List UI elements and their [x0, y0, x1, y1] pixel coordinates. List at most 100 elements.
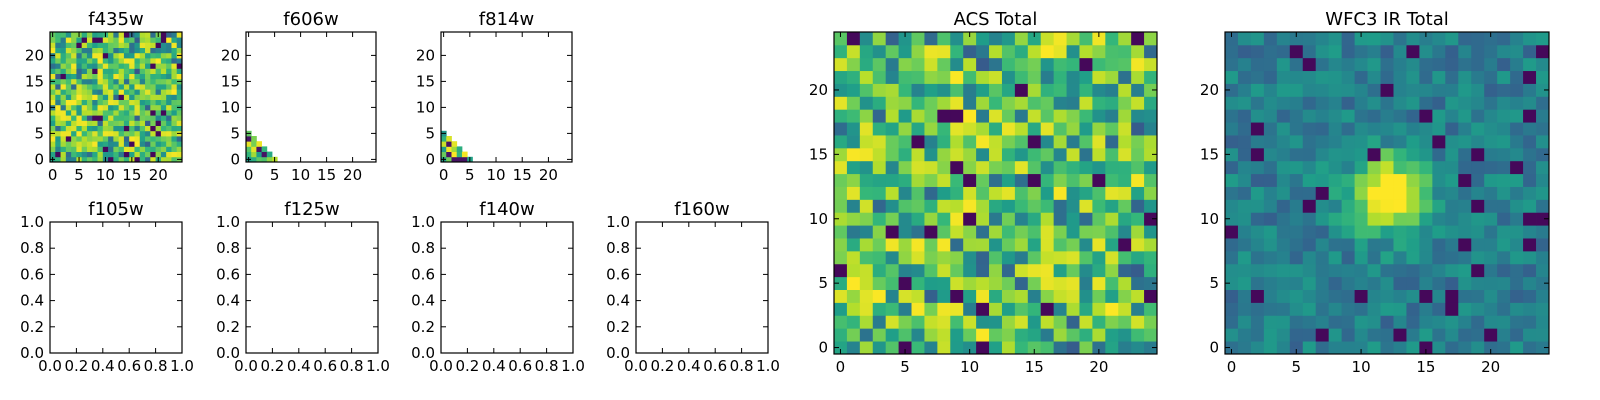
heatmap-cell: [50, 151, 56, 158]
heatmap-cell: [1523, 173, 1537, 187]
heatmap-cell: [885, 289, 899, 303]
heatmap-cell: [166, 130, 172, 137]
heatmap-cell: [1079, 135, 1093, 149]
heatmap-cell: [1471, 147, 1485, 162]
heatmap-cell: [129, 42, 135, 48]
heatmap-cell: [150, 84, 156, 90]
heatmap-cell: [1458, 122, 1472, 136]
heatmap-cell: [872, 96, 887, 110]
heatmap-cell: [1250, 302, 1265, 316]
heatmap-cell: [885, 238, 899, 252]
heatmap-cell: [1302, 122, 1317, 136]
heatmap-cell: [81, 58, 88, 64]
heatmap-cell: [937, 122, 951, 136]
heatmap-cell: [1250, 44, 1265, 59]
heatmap-cell: [1458, 173, 1472, 187]
heatmap-cell: [1367, 57, 1381, 72]
heatmap-cell: [76, 125, 83, 132]
heatmap-cell: [1523, 147, 1537, 162]
heatmap-cell: [1510, 109, 1524, 123]
heatmap-cell: [963, 44, 977, 59]
heatmap-cell: [924, 212, 938, 226]
heatmap-cell: [911, 225, 925, 239]
heatmap-cell: [256, 151, 262, 158]
heatmap-cell: [155, 104, 162, 111]
heatmap-cell: [81, 84, 88, 90]
y-tick-label: 0: [425, 150, 435, 168]
heatmap-cell: [65, 146, 72, 152]
heatmap-cell: [1276, 160, 1291, 175]
heatmap-cell: [1471, 289, 1485, 303]
heatmap-cell: [1105, 122, 1119, 136]
heatmap-cell: [50, 84, 56, 90]
heatmap-cell: [123, 52, 130, 59]
heatmap-cell: [950, 135, 964, 149]
heatmap-cell: [1302, 199, 1317, 213]
heatmap-cell: [1250, 57, 1265, 72]
heatmap-cell: [134, 146, 141, 152]
heatmap-cell: [859, 44, 874, 59]
heatmap-cell: [989, 315, 1003, 329]
heatmap-cell: [1250, 147, 1265, 162]
heatmap-cell: [160, 78, 167, 85]
heatmap-cell: [1263, 315, 1278, 329]
heatmap-cell: [1289, 341, 1304, 355]
heatmap-cell: [1458, 199, 1472, 213]
heatmap-cell: [1144, 57, 1158, 72]
heatmap-cell: [872, 32, 887, 46]
heatmap-cell: [950, 70, 964, 84]
heatmap-cell: [108, 125, 114, 132]
heatmap-cell: [1250, 70, 1265, 84]
heatmap-cell: [1419, 328, 1433, 342]
heatmap-cell: [1406, 173, 1420, 187]
heatmap-cell: [1225, 263, 1239, 278]
heatmap-cell: [123, 151, 130, 158]
heatmap-cell: [50, 141, 56, 147]
x-tick-label: 0.2: [455, 357, 479, 375]
heatmap-cell: [1367, 225, 1381, 239]
heatmap-cell: [1354, 341, 1368, 355]
heatmap-cell: [963, 186, 977, 200]
heatmap-cell: [1354, 135, 1368, 149]
heatmap-cell: [911, 44, 925, 59]
heatmap-cell: [1380, 32, 1394, 46]
heatmap-cell: [160, 156, 167, 163]
heatmap-cell: [176, 136, 183, 142]
heatmap-cell: [1536, 160, 1550, 175]
y-tick-label: 15: [25, 72, 44, 90]
heatmap-cell: [1131, 122, 1145, 136]
heatmap-cell: [60, 58, 67, 64]
heatmap-cell: [834, 173, 848, 187]
heatmap-cell: [86, 73, 93, 80]
heatmap-cell: [1263, 160, 1278, 175]
heatmap-cell: [55, 73, 61, 80]
heatmap-cell: [1001, 238, 1016, 252]
heatmap-cell: [102, 110, 109, 116]
y-tick-label: 1.0: [216, 213, 240, 231]
heatmap-cell: [1144, 212, 1158, 226]
heatmap-cell: [885, 328, 899, 342]
heatmap-cell: [898, 263, 912, 278]
heatmap-cell: [251, 141, 257, 147]
heatmap-cell: [1406, 341, 1420, 355]
heatmap-cell: [123, 104, 130, 111]
heatmap-cell: [1510, 160, 1524, 175]
heatmap-cell: [1066, 302, 1080, 316]
heatmap-cell: [108, 136, 114, 142]
heatmap-cell: [1328, 186, 1343, 200]
heatmap-cell: [885, 96, 899, 110]
heatmap-cell: [1341, 83, 1355, 97]
heatmap-cell: [1237, 147, 1252, 162]
heatmap-cell: [1393, 238, 1407, 252]
heatmap-cell: [1380, 289, 1394, 303]
x-tick-label: 0.2: [260, 357, 284, 375]
heatmap-cell: [65, 47, 72, 54]
heatmap-cell: [171, 156, 178, 163]
heatmap-cell: [1105, 328, 1119, 342]
heatmap-cell: [71, 73, 77, 80]
heatmap-cell: [134, 68, 141, 74]
heatmap-cell: [1406, 70, 1420, 84]
heatmap-cell: [1510, 186, 1524, 200]
heatmap-cell: [1263, 96, 1278, 110]
heatmap-cell: [1458, 83, 1472, 97]
